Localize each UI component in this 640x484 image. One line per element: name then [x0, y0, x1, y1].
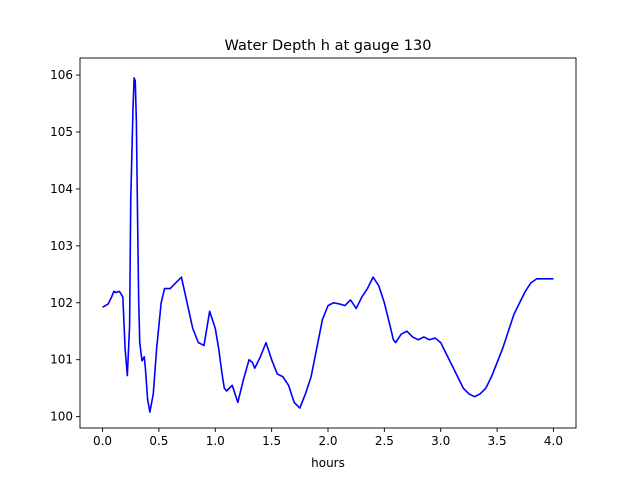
series-layer — [102, 77, 554, 413]
x-tick-label: 1.0 — [206, 434, 225, 448]
y-tick-label: 105 — [50, 125, 73, 139]
y-tick-label: 100 — [50, 410, 73, 424]
x-tick-label: 3.0 — [431, 434, 450, 448]
y-tick-label: 101 — [50, 353, 73, 367]
y-tick-label: 106 — [50, 68, 73, 82]
x-tick-label: 2.5 — [375, 434, 394, 448]
x-tick-label: 2.0 — [318, 434, 337, 448]
y-tick-label: 103 — [50, 239, 73, 253]
chart-title: Water Depth h at gauge 130 — [225, 38, 432, 54]
plot-area — [80, 58, 576, 428]
x-tick-label: 0.0 — [93, 434, 112, 448]
plot-frame — [79, 57, 577, 429]
x-tick-label: 4.0 — [544, 434, 563, 448]
x-tick-label: 1.5 — [262, 434, 281, 448]
y-tick-label: 104 — [50, 182, 73, 196]
ticks-layer: 0.0 0.5 1.0 1.5 2.0 2.5 3.0 3.5 4.0 100 101 102 103 1… — [50, 68, 563, 448]
x-axis-label: hours — [311, 456, 345, 470]
x-tick-label: 3.5 — [488, 434, 507, 448]
x-tick-label: 0.5 — [149, 434, 168, 448]
y-tick-label: 102 — [50, 296, 73, 310]
series-line-0 — [102, 77, 554, 413]
